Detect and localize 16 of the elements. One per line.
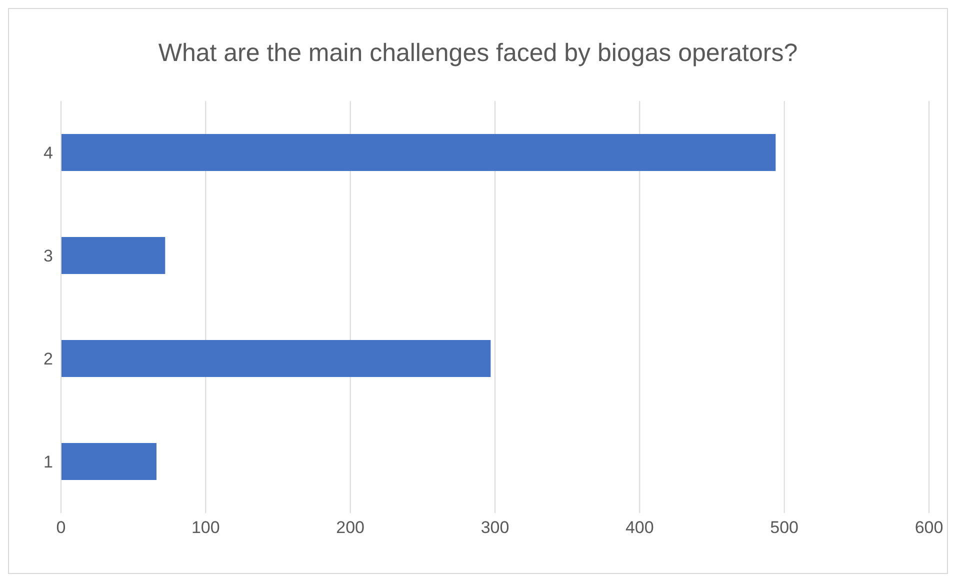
- y-tick-label: 4: [44, 144, 53, 163]
- x-tick-label: 400: [625, 518, 654, 538]
- x-tick-label: 100: [191, 518, 220, 538]
- x-tick-label: 0: [56, 518, 66, 538]
- x-tick-label: 200: [336, 518, 365, 538]
- bar: [61, 340, 491, 377]
- y-tick-label: 2: [44, 350, 53, 369]
- chart-title: What are the main challenges faced by biogas operators?: [157, 39, 799, 68]
- x-tick-label: 300: [480, 518, 510, 538]
- y-tick-label: 1: [44, 452, 53, 472]
- x-tick-label: 600: [914, 518, 944, 538]
- bar: [61, 237, 166, 274]
- bar: [61, 134, 776, 171]
- y-tick-label: 3: [44, 246, 53, 266]
- bar: [61, 443, 156, 480]
- x-tick-label: 500: [770, 518, 799, 538]
